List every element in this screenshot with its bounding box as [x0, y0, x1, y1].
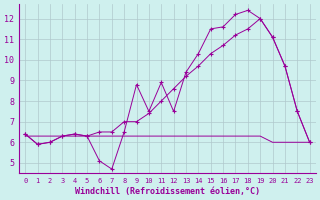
X-axis label: Windchill (Refroidissement éolien,°C): Windchill (Refroidissement éolien,°C)	[75, 187, 260, 196]
